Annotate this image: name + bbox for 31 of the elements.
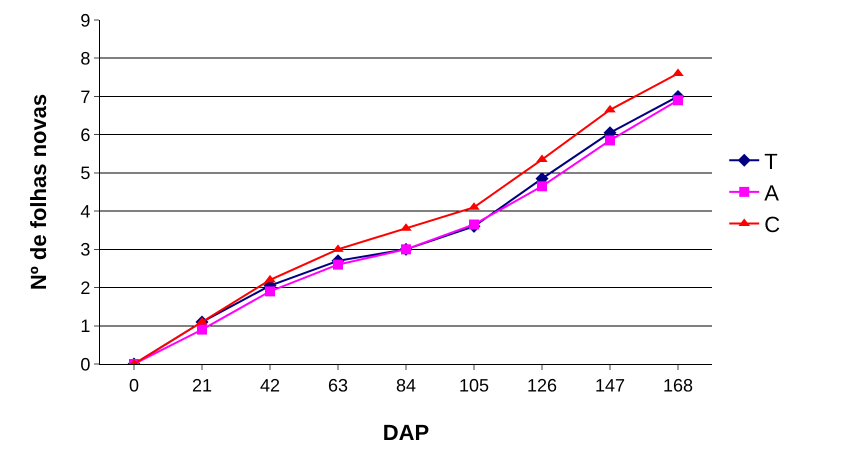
y-tick-label: 5 — [80, 163, 90, 184]
x-axis-title: DAP — [382, 420, 430, 445]
x-tick-label: 0 — [128, 376, 140, 396]
y-tick-label: 2 — [80, 278, 90, 298]
y-tick-label: 1 — [80, 316, 90, 336]
point — [673, 95, 683, 106]
y-axis-title: Nº de folhas novas — [26, 94, 51, 290]
legend-label: T — [764, 148, 778, 174]
point — [469, 219, 479, 230]
x-tick-label: 21 — [192, 376, 212, 396]
y-tick-label: 0 — [80, 354, 90, 374]
y-tick-label: 9 — [80, 10, 90, 30]
y-tick-label: 4 — [80, 201, 90, 222]
y-tick-label: 3 — [80, 240, 90, 260]
y-tick-label: 7 — [80, 86, 90, 107]
x-tick-label: 126 — [526, 376, 558, 396]
x-tick-label: 84 — [396, 376, 416, 396]
x-tick-label: 63 — [328, 376, 348, 396]
point — [333, 260, 343, 270]
x-tick-label: 147 — [594, 376, 626, 396]
y-tick-label: 8 — [80, 48, 90, 69]
x-tick-label: 42 — [260, 376, 280, 396]
x-tick-label: 105 — [458, 376, 490, 396]
point — [265, 286, 275, 296]
point — [197, 324, 207, 335]
x-tick-label: 168 — [662, 376, 694, 396]
point — [537, 181, 547, 192]
point — [605, 135, 615, 146]
y-tick-label: 6 — [80, 124, 90, 145]
legend-label: A — [764, 180, 780, 206]
legend-label: C — [764, 212, 780, 238]
